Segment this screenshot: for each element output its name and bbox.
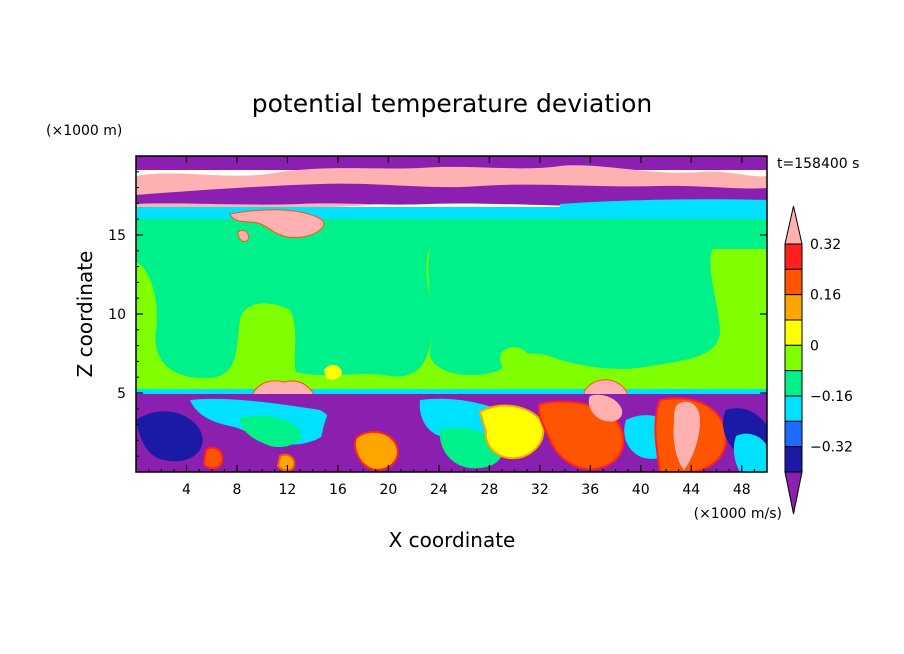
bl-orange-spot xyxy=(276,453,296,472)
x-tick-label: 44 xyxy=(682,482,700,498)
bl-yellow-swirl xyxy=(478,404,545,460)
colorbar-swatch xyxy=(784,446,803,473)
band-inversion xyxy=(136,389,767,395)
colorbar-swatch xyxy=(784,420,803,448)
y-tick-label: 10 xyxy=(108,307,126,323)
colorbar-extend-min xyxy=(784,471,803,515)
colorbar-extend-max xyxy=(784,205,803,245)
x-tick-label: 16 xyxy=(329,482,347,498)
y-unit-label: (×1000 m) xyxy=(46,123,122,139)
x-tick-label: 36 xyxy=(581,482,599,498)
band-purple-wedge xyxy=(136,183,767,206)
colorbar-label: 0 xyxy=(810,338,819,354)
y-tick-label: 15 xyxy=(108,228,126,244)
mid-green-region-right xyxy=(428,249,720,376)
x-unit-label: (×1000 m/s) xyxy=(694,506,782,522)
x-tick-label: 20 xyxy=(379,482,397,498)
x-tick-label: 24 xyxy=(430,482,448,498)
colorbar-swatch xyxy=(784,243,803,270)
colorbar-label: 0.16 xyxy=(810,288,841,304)
x-tick-label: 40 xyxy=(632,482,650,498)
x-axis-label: X coordinate xyxy=(389,528,516,552)
chart-title: potential temperature deviation xyxy=(252,89,652,118)
x-tick-label: 4 xyxy=(182,482,191,498)
colorbar-swatch xyxy=(784,344,803,372)
band-top-purple xyxy=(136,156,767,170)
mid-green-region-left xyxy=(136,249,433,379)
bl-green-swirl-1 xyxy=(240,415,302,448)
colorbar-label: −0.16 xyxy=(810,389,853,405)
band-cyan-lobe xyxy=(560,199,767,219)
x-tick-label: 28 xyxy=(480,482,498,498)
mid-lime-patch-left xyxy=(247,315,285,350)
band-upper-green xyxy=(136,219,767,249)
y-tick-label: 5 xyxy=(117,386,126,402)
bl-pink-column xyxy=(673,401,700,470)
bl-cyan-swirl-4 xyxy=(733,433,767,472)
bl-red-spot-left xyxy=(202,446,224,470)
bl-pink-core xyxy=(588,394,623,422)
bl-orange-swirl-1 xyxy=(354,430,399,472)
pink-filament-small xyxy=(237,229,249,243)
colorbar-swatch xyxy=(784,319,803,346)
x-tick-label: 32 xyxy=(531,482,549,498)
colorbar-swatch xyxy=(784,395,803,422)
x-tick-label: 8 xyxy=(232,482,241,498)
time-label: t=158400 s xyxy=(777,156,859,172)
colorbar-label: −0.32 xyxy=(810,440,853,456)
colorbar-swatch xyxy=(784,294,803,321)
mid-lime-patch-right xyxy=(499,347,531,373)
colorbar-label: 0.32 xyxy=(810,237,841,253)
colorbar-swatch xyxy=(784,268,803,296)
pink-filaments xyxy=(229,209,325,238)
x-tick-label: 48 xyxy=(733,482,751,498)
x-tick-label: 12 xyxy=(279,482,297,498)
y-axis-label: Z coordinate xyxy=(73,251,97,378)
colorbar: −0.32 −0.16 0 0.16 0.32 xyxy=(784,205,853,515)
contour-field xyxy=(136,156,767,472)
mid-yellow-blob xyxy=(324,364,342,380)
bl-blue-swirl-1 xyxy=(136,411,203,462)
colorbar-swatch xyxy=(784,370,803,397)
